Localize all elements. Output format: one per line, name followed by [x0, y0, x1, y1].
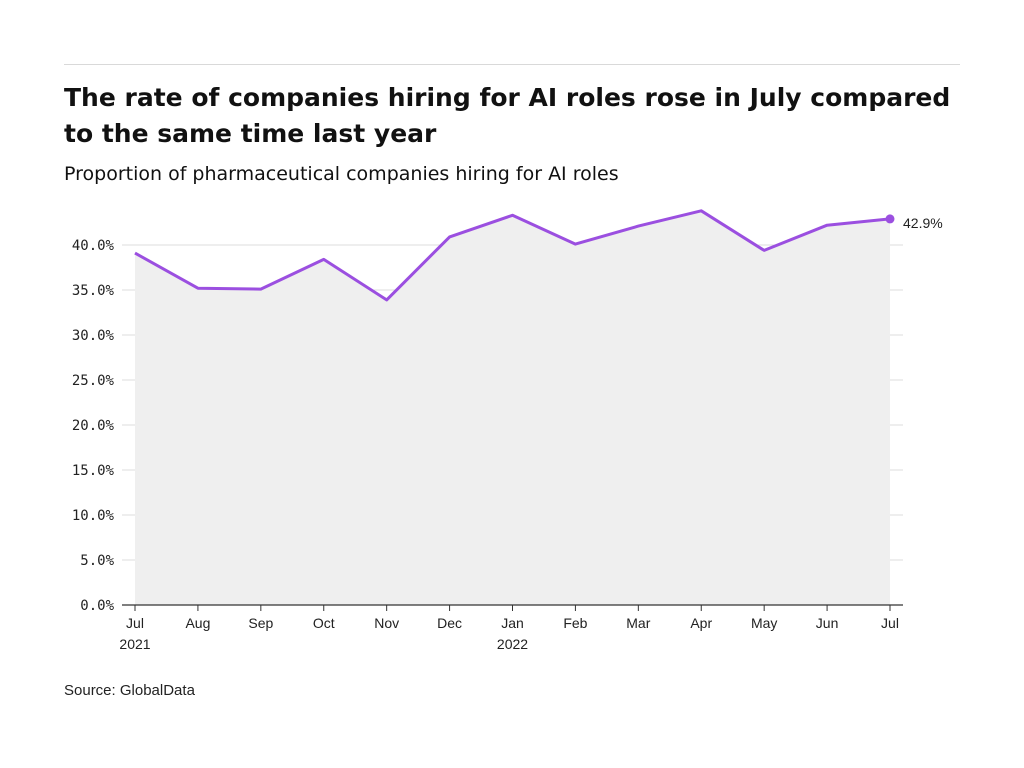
y-axis-ticks: 0.0% 5.0% 10.0% 15.0% 20.0% 25.0% 30.0% 35.0% 40…	[72, 238, 115, 614]
x-tick-label: Sep	[248, 615, 273, 631]
data-point	[196, 286, 200, 290]
x-tick-label: Dec	[437, 615, 462, 631]
x-tick-label: May	[751, 615, 777, 631]
data-point	[573, 242, 577, 246]
x-tick-label: Oct	[313, 615, 335, 631]
data-point	[385, 298, 389, 302]
y-tick-label: 40.0%	[72, 238, 115, 254]
area-fill	[135, 210, 890, 606]
y-tick-label: 35.0%	[72, 283, 115, 299]
x-tick-label: Jun	[816, 615, 839, 631]
y-tick-label: 5.0%	[80, 553, 114, 569]
x-year-label: 2022	[497, 636, 528, 652]
data-point	[636, 224, 640, 228]
x-tick-label: Mar	[626, 615, 650, 631]
y-tick-label: 30.0%	[72, 328, 115, 344]
x-tick-label: Jul	[126, 615, 144, 631]
x-tick-label: Aug	[185, 615, 210, 631]
x-tick-label: Nov	[374, 615, 399, 631]
data-point	[259, 287, 263, 291]
source-note: Source: GlobalData	[64, 682, 195, 699]
data-point	[133, 251, 137, 255]
x-year-label: 2021	[119, 636, 150, 652]
y-tick-label: 20.0%	[72, 418, 115, 434]
data-point	[885, 214, 895, 224]
data-point	[511, 213, 515, 217]
x-tick-label: Feb	[563, 615, 587, 631]
data-point	[825, 223, 829, 227]
y-tick-label: 15.0%	[72, 463, 115, 479]
data-point	[448, 235, 452, 239]
data-marks: 42.9%	[133, 209, 943, 302]
y-tick-label: 10.0%	[72, 508, 115, 524]
y-tick-label: 0.0%	[80, 598, 114, 614]
data-point	[762, 248, 766, 252]
x-tick-label: Apr	[690, 615, 712, 631]
x-tick-label: Jul	[881, 615, 899, 631]
top-divider	[64, 64, 960, 65]
chart-subtitle: Proportion of pharmaceutical companies h…	[64, 163, 619, 185]
last-value-label: 42.9%	[903, 215, 943, 231]
data-point	[322, 257, 326, 261]
x-tick-label: Jan	[501, 615, 524, 631]
data-point	[699, 209, 703, 213]
chart-title: The rate of companies hiring for AI role…	[64, 83, 951, 148]
series-line	[134, 209, 891, 302]
x-axis-ticks: Jul 2021 Aug Sep Oct Nov Dec Jan 2022 Feb Mar Apr Ma…	[119, 605, 899, 652]
y-tick-label: 25.0%	[72, 373, 115, 389]
